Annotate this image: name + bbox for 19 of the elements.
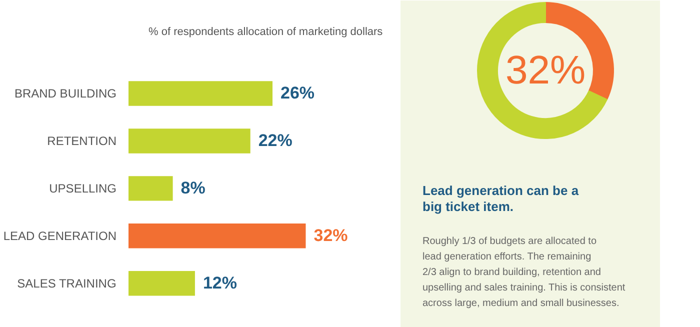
data-label: 12% (202, 273, 237, 292)
text: Lead generation can be a big ticket item. (422, 183, 580, 214)
data-label: 32% (314, 226, 348, 245)
data-label: 26% (280, 84, 315, 103)
y-tick-label: UPSELLING (49, 181, 116, 196)
bar (128, 176, 173, 201)
text: Roughly 1/3 of budgets are allocated to lead generation efforts. The remaining 2/3 align to brand building, retention and upselling and sales training. This is consistent across large, medium and small businesses. (422, 236, 626, 309)
y-tick-label: RETENTION (47, 134, 117, 148)
data-label: 22% (258, 130, 292, 150)
bar (128, 271, 195, 296)
bar (128, 224, 306, 248)
chart-title: % of respondents allocation of marketing dollars (148, 26, 384, 38)
bar (128, 81, 273, 106)
bar (128, 128, 250, 154)
text: 32% (505, 48, 586, 92)
y-tick-label: SALES TRAINING (17, 276, 116, 290)
data-label: 8% (180, 178, 206, 198)
y-tick-label: LEAD GENERATION (3, 228, 117, 243)
y-tick-label: BRAND BUILDING (14, 86, 117, 101)
